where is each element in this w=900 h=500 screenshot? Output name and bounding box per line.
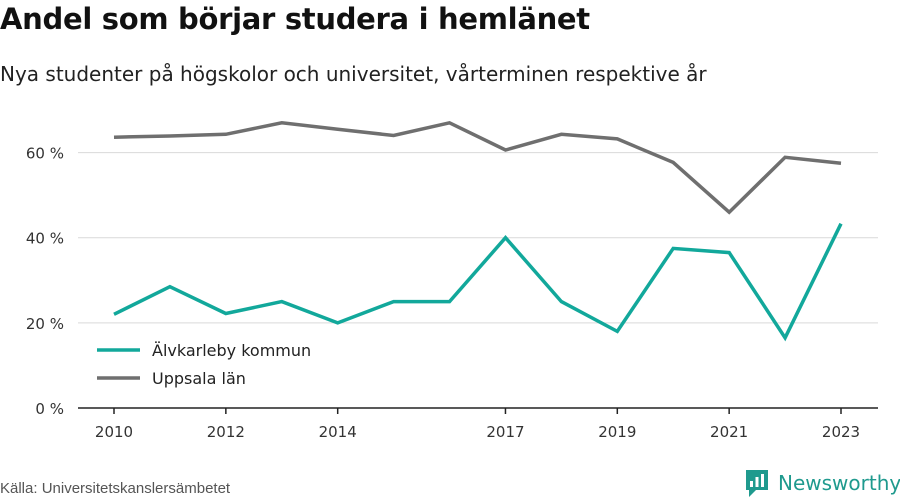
x-axis: 2010 2012 2014 2017 2019 2021 2023 [78,407,878,441]
series-line-1 [113,222,843,342]
legend: Älvkarleby kommun Uppsala län [97,341,311,388]
y-tick-label-0: 0 % [35,400,64,418]
x-tick-label-2017: 2017 [486,423,524,441]
y-tick-label-60: 60 % [26,145,64,163]
line-chart: 0 % 20 % 40 % 60 % 2010 2012 2014 2017 2019 2021… [26,120,878,441]
x-tick-label-2019: 2019 [598,423,636,441]
x-tick-label-2014: 2014 [319,423,357,441]
x-tick-label-2021: 2021 [710,423,748,441]
x-tick-label-2012: 2012 [207,423,245,441]
legend-label-1: Älvkarleby kommun [152,341,311,360]
series-line-2 [113,120,842,215]
chart-title: Andel som börjar studera i hemlänet [0,2,590,36]
brand-logo: Newsworthy [744,468,900,498]
series-lines [113,120,843,342]
brand-name: Newsworthy [778,471,900,495]
grid-lines [78,152,878,324]
chart-subtitle: Nya studenter på högskolor och universit… [0,62,707,86]
newsworthy-logo-icon [746,470,768,497]
y-tick-label-20: 20 % [26,315,64,333]
y-axis-tick-labels: 0 % 20 % 40 % 60 % [26,145,64,418]
legend-label-2: Uppsala län [152,369,246,388]
x-tick-label-2010: 2010 [95,423,133,441]
source-note: Källa: Universitetskanslersämbetet [0,480,231,497]
y-tick-label-40: 40 % [26,230,64,248]
x-tick-label-2023: 2023 [822,423,860,441]
